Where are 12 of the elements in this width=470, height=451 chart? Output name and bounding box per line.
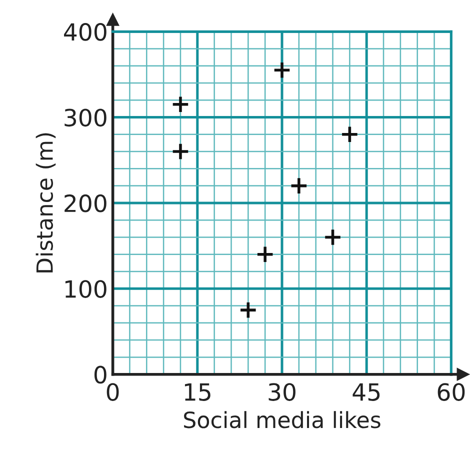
x-tick-label: 45 [352,383,380,401]
x-tick-label: 15 [184,383,210,401]
y-tick-label: 300 [64,108,106,127]
y-tick-label: 200 [64,194,106,212]
x-tick-label: 30 [268,383,296,401]
x-tick-label: 60 [438,383,465,401]
y-tick-label: 100 [65,280,106,298]
x-axis-title: Social media likes [184,411,380,428]
y-axis-title: Distance (m) [36,133,56,272]
y-tick-label: 0 [94,366,106,384]
x-tick-label: 0 [106,383,119,401]
y-tick-label: 400 [64,23,106,41]
